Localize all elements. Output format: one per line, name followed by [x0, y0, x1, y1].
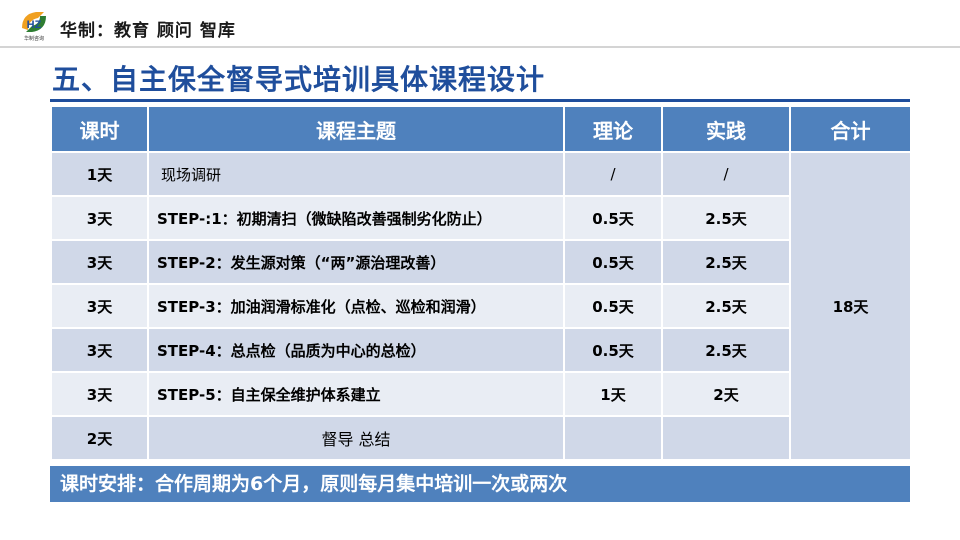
header-divider — [0, 46, 960, 48]
cell-hours: 3天 — [50, 371, 149, 417]
brand-tagline: 华制：教育 顾问 智库 — [60, 21, 236, 41]
cell-practice: 2.5天 — [661, 239, 791, 285]
cell-hours: 1天 — [50, 151, 149, 197]
table-header-row: 课时 课程主题 理论 实践 合计 — [50, 105, 912, 153]
table-row: 3天 STEP-:1：初期清扫（微缺陷改善强制劣化防止） 0.5天 2.5天 — [50, 195, 911, 241]
table-row: 3天 STEP-5：自主保全维护体系建立 1天 2天 — [50, 371, 911, 417]
table-row: 1天 现场调研 / / 18天 — [50, 151, 912, 461]
header-hours: 课时 — [50, 105, 149, 153]
table-row: 2天 督导 总结 — [50, 415, 911, 461]
table-row: 3天 STEP-4：总点检（品质为中心的总检） 0.5天 2.5天 — [50, 327, 911, 373]
cell-theory: 0.5天 — [563, 195, 663, 241]
cell-topic: STEP-:1：初期清扫（微缺陷改善强制劣化防止） — [147, 195, 565, 241]
cell-hours: 3天 — [50, 195, 149, 241]
cell-practice: 2.5天 — [661, 283, 791, 329]
cell-practice: 2.5天 — [661, 327, 791, 373]
cell-practice: 2.5天 — [661, 195, 791, 241]
cell-hours: 3天 — [50, 327, 149, 373]
header-practice: 实践 — [661, 105, 791, 153]
header-theory: 理论 — [563, 105, 663, 153]
schedule-note: 课时安排：合作周期为6个月，原则每月集中培训一次或两次 — [50, 466, 910, 502]
cell-topic: STEP-5：自主保全维护体系建立 — [147, 371, 565, 417]
company-logo-icon: HZ 华制咨询 — [22, 12, 46, 42]
course-table: 课时 课程主题 理论 实践 合计 1天 现场调研 / / 18天 3天 STEP… — [50, 105, 912, 461]
cell-practice — [661, 415, 791, 461]
table-row: 3天 STEP-3：加油润滑标准化（点检、巡检和润滑） 0.5天 2.5天 — [50, 283, 911, 329]
cell-hours: 2天 — [50, 415, 149, 461]
cell-theory: 0.5天 — [563, 327, 663, 373]
cell-hours: 3天 — [50, 283, 149, 329]
cell-topic: STEP-3：加油润滑标准化（点检、巡检和润滑） — [147, 283, 565, 329]
cell-theory: 0.5天 — [563, 283, 663, 329]
cell-topic: STEP-2：发生源对策（“两”源治理改善） — [147, 239, 565, 285]
cell-topic: 督导 总结 — [147, 415, 565, 461]
title-underline — [50, 99, 910, 102]
table-row: 3天 STEP-2：发生源对策（“两”源治理改善） 0.5天 2.5天 — [50, 239, 911, 285]
cell-topic: 现场调研 — [147, 151, 565, 197]
header-total: 合计 — [789, 105, 912, 153]
cell-theory: 1天 — [563, 371, 663, 417]
cell-total: 18天 — [789, 151, 912, 461]
logo-caption: 华制咨询 — [24, 35, 44, 42]
page-title: 五、自主保全督导式培训具体课程设计 — [52, 63, 546, 96]
logo-mark: HZ — [27, 19, 42, 31]
cell-theory: / — [563, 151, 663, 197]
cell-theory — [563, 415, 663, 461]
header-topic: 课程主题 — [147, 105, 565, 153]
cell-hours: 3天 — [50, 239, 149, 285]
cell-practice: / — [661, 151, 791, 197]
cell-topic: STEP-4：总点检（品质为中心的总检） — [147, 327, 565, 373]
cell-theory: 0.5天 — [563, 239, 663, 285]
cell-practice: 2天 — [661, 371, 791, 417]
